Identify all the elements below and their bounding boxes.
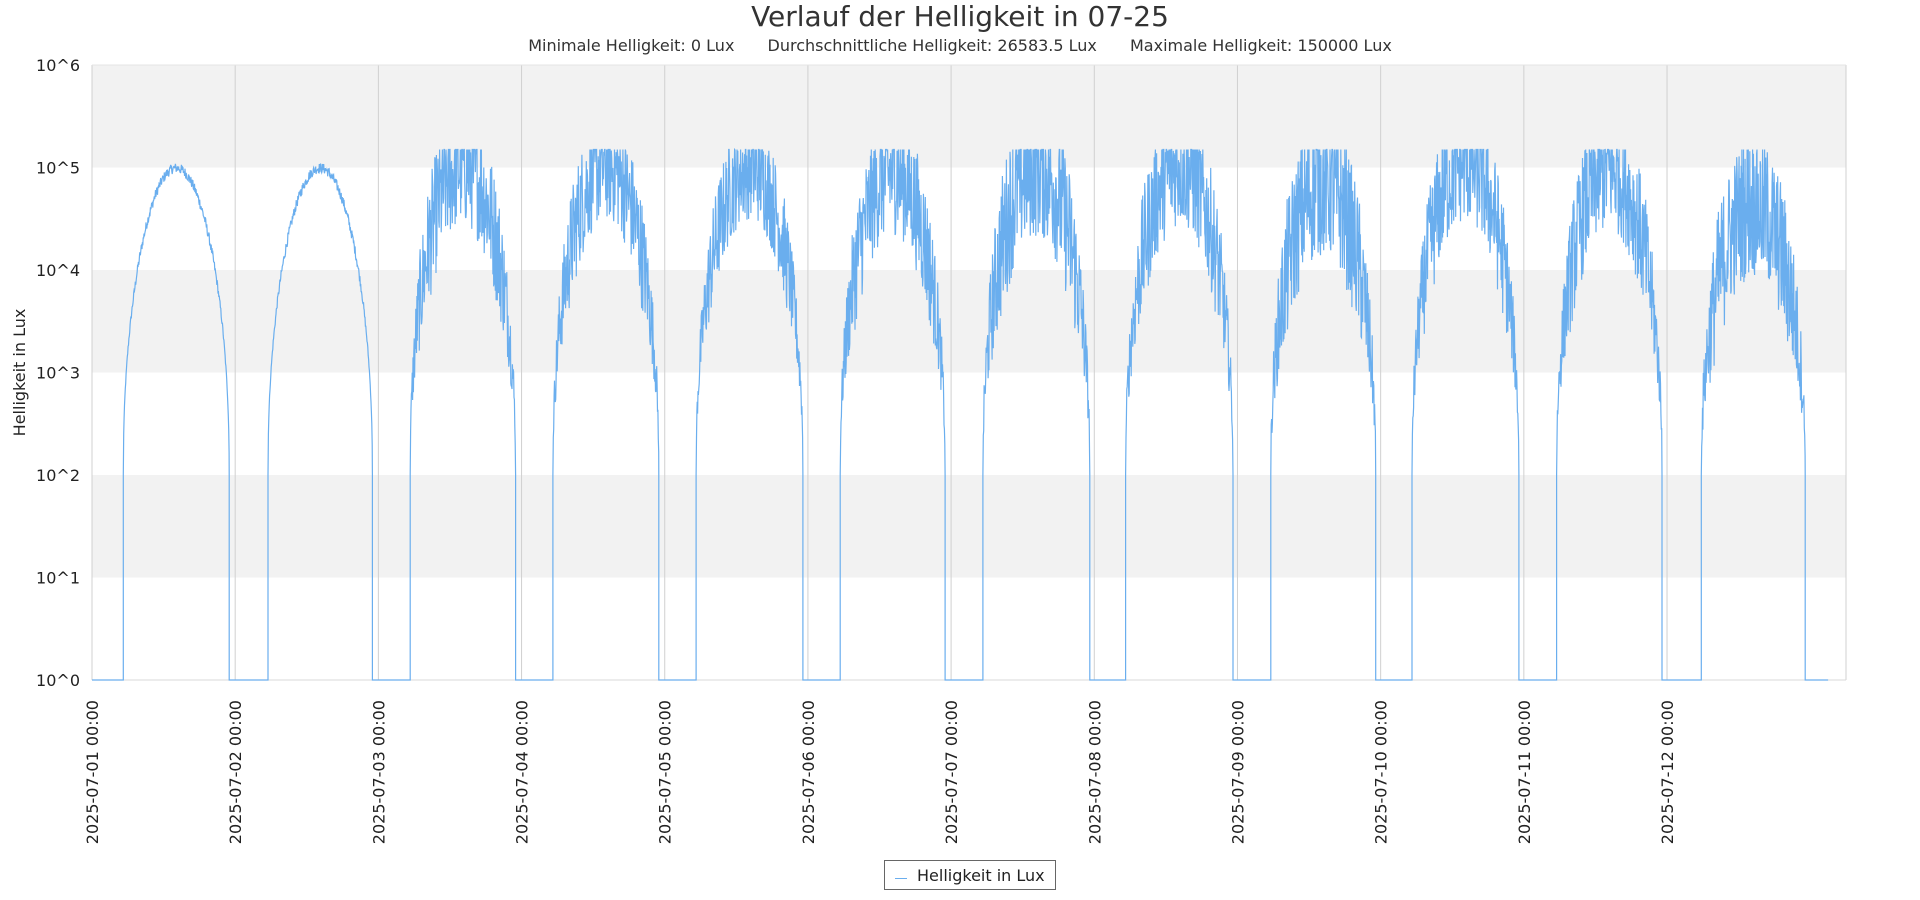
x-tick-label: 2025-07-02 00:00 <box>226 700 245 844</box>
y-tick-label: 10^4 <box>36 261 80 280</box>
stat-min: Minimale Helligkeit: 0 Lux <box>528 36 735 55</box>
grid-band <box>92 270 1846 373</box>
x-tick-label: 2025-07-08 00:00 <box>1085 700 1104 844</box>
x-tick-label: 2025-07-01 00:00 <box>83 700 102 844</box>
x-tick-label: 2025-07-05 00:00 <box>656 700 675 844</box>
y-tick-label: 10^5 <box>36 159 80 178</box>
x-tick-label: 2025-07-09 00:00 <box>1228 700 1247 844</box>
legend-label: Helligkeit in Lux <box>917 865 1045 885</box>
x-tick-label: 2025-07-03 00:00 <box>369 700 388 844</box>
x-tick-label: 2025-07-04 00:00 <box>513 700 532 844</box>
y-tick-label: 10^1 <box>36 569 80 588</box>
chart-title: Verlauf der Helligkeit in 07-25 <box>751 0 1169 33</box>
y-tick-label: 10^0 <box>36 671 80 690</box>
x-tick-label: 2025-07-12 00:00 <box>1658 700 1677 844</box>
y-tick-label: 10^6 <box>36 56 80 75</box>
x-tick-label: 2025-07-07 00:00 <box>942 700 961 844</box>
grid-band <box>92 475 1846 578</box>
stat-avg: Durchschnittliche Helligkeit: 26583.5 Lu… <box>767 36 1097 55</box>
legend-swatch <box>895 877 907 879</box>
x-tick-label: 2025-07-10 00:00 <box>1372 700 1391 844</box>
x-tick-label: 2025-07-06 00:00 <box>799 700 818 844</box>
x-tick-label: 2025-07-11 00:00 <box>1515 700 1534 844</box>
grid-band <box>92 65 1846 168</box>
y-tick-label: 10^2 <box>36 466 80 485</box>
y-axis-label: Helligkeit in Lux <box>10 309 29 437</box>
y-tick-label: 10^3 <box>36 364 80 383</box>
stats-row: Minimale Helligkeit: 0 Lux Durchschnittl… <box>0 36 1920 55</box>
series-line-brightness <box>92 147 1829 681</box>
stat-max: Maximale Helligkeit: 150000 Lux <box>1130 36 1392 55</box>
legend[interactable]: Helligkeit in Lux <box>884 860 1056 890</box>
